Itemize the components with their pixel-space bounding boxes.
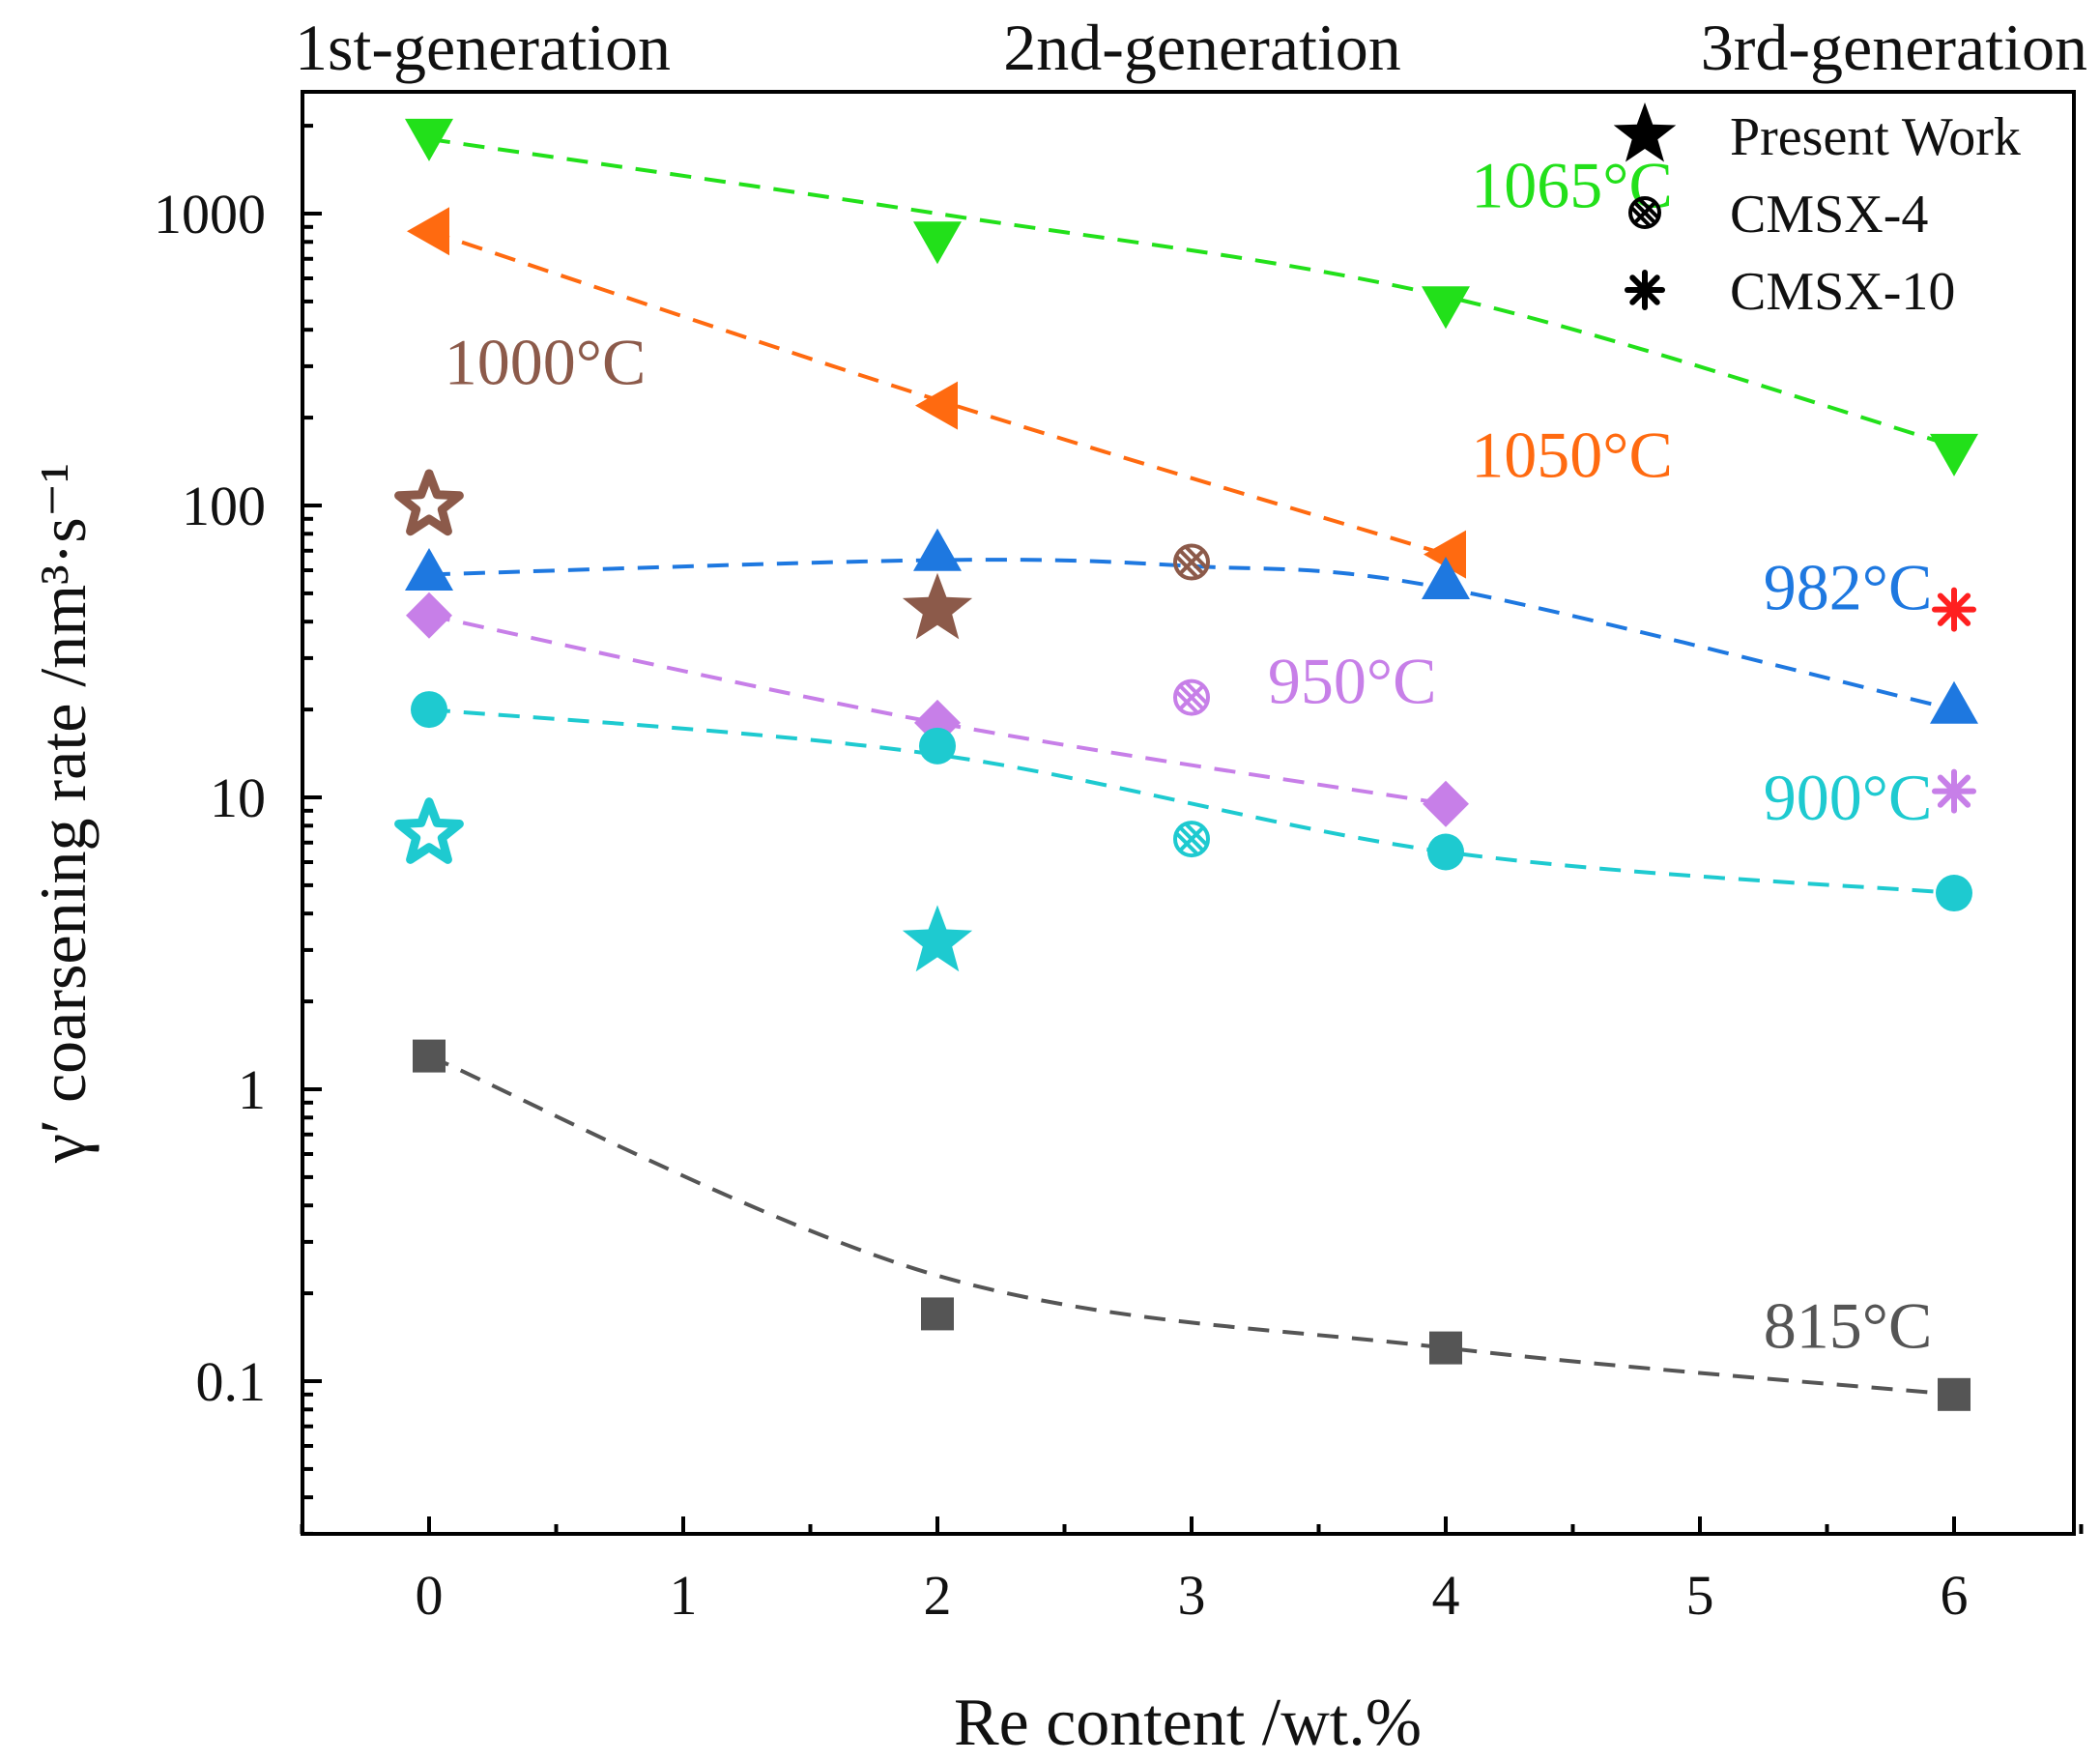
data-markers	[394, 118, 1978, 1411]
generation-label: 2nd-generation	[1003, 11, 1401, 84]
y-axis-label: γ′ coarsening rate /nm³·s⁻¹	[26, 463, 100, 1164]
data-point	[921, 1297, 954, 1331]
data-point	[1930, 433, 1978, 476]
data-point	[915, 381, 958, 430]
data-point	[1424, 530, 1466, 579]
fit-line	[428, 613, 1447, 806]
x-tick-label: 0	[416, 1564, 444, 1627]
y-tick-label: 1000	[154, 183, 266, 245]
series-label: 900°C	[1764, 761, 1933, 834]
y-tick-label: 10	[210, 766, 266, 829]
series-labels: 1065°C 1050°C 1000°C 982°C 950°C 900°C 815°C	[445, 149, 1933, 1363]
present-work-star	[394, 797, 464, 864]
series-label: 1065°C	[1471, 149, 1673, 222]
data-point	[413, 1039, 446, 1073]
generation-label: 1st-generation	[295, 11, 671, 84]
fit-line	[428, 136, 1955, 448]
data-point	[405, 118, 453, 161]
present-work-star	[902, 905, 973, 972]
series-label: 1050°C	[1471, 419, 1673, 492]
series-label: 950°C	[1268, 645, 1437, 718]
data-point	[411, 691, 447, 729]
data-point	[406, 592, 452, 639]
fit-line	[428, 707, 1955, 895]
x-tick-label: 6	[1941, 1564, 1969, 1627]
data-point	[407, 207, 449, 256]
data-point	[913, 221, 962, 265]
x-tick-label: 3	[1178, 1564, 1206, 1627]
fit-line	[428, 1054, 1955, 1397]
x-tick-label: 1	[670, 1564, 698, 1627]
x-tick-label: 4	[1432, 1564, 1460, 1627]
y-tick-label: 0.1	[196, 1350, 267, 1413]
data-point	[913, 528, 962, 571]
y-tick-label: 100	[182, 475, 266, 537]
ticks: 0 1 2 3 4 5 6 0.1 1 10 100 1000	[154, 124, 2084, 1627]
data-point	[1422, 557, 1470, 600]
legend-cross-circle-icon	[1628, 196, 1661, 229]
data-point	[1930, 680, 1978, 724]
cmsx4-point	[1173, 678, 1210, 716]
y-tick-label: 1	[238, 1058, 266, 1121]
cmsx4-point	[1173, 821, 1210, 858]
generation-label: 3rd-generation	[1701, 11, 2087, 84]
cmsx4-point	[1173, 543, 1210, 581]
data-point	[1422, 286, 1470, 330]
legend-star-icon	[1613, 102, 1677, 162]
data-point	[1423, 780, 1469, 827]
x-axis-label: Re content /wt.%	[954, 1686, 1422, 1760]
axes	[301, 90, 2076, 1536]
present-work-star	[902, 572, 973, 640]
data-point	[1938, 1377, 1971, 1411]
fit-lines	[428, 136, 1955, 1397]
data-point	[1427, 833, 1464, 871]
series-label: 982°C	[1764, 551, 1933, 624]
cmsx10-point	[1932, 768, 1976, 814]
data-point	[1936, 875, 1972, 912]
x-tick-label: 5	[1686, 1564, 1714, 1627]
data-point	[1429, 1331, 1462, 1365]
plot-frame	[301, 90, 2076, 1536]
data-point	[405, 547, 453, 591]
generation-labels: 1st-generation 2nd-generation 3rd-generati…	[295, 11, 2087, 84]
legend-label: Present Work	[1730, 107, 2021, 167]
legend-label: CMSX-4	[1730, 185, 1928, 245]
series-label: 1000°C	[445, 326, 647, 399]
x-tick-label: 2	[924, 1564, 952, 1627]
legend-label: CMSX-10	[1730, 262, 1955, 322]
legend-asterisk-icon	[1625, 270, 1665, 310]
legend: Present Work CMSX-4 CMSX-10	[1613, 102, 2021, 322]
present-work-star	[394, 469, 464, 536]
data-point	[919, 727, 956, 765]
series-label: 815°C	[1764, 1289, 1933, 1363]
cmsx10-point	[1932, 587, 1976, 632]
